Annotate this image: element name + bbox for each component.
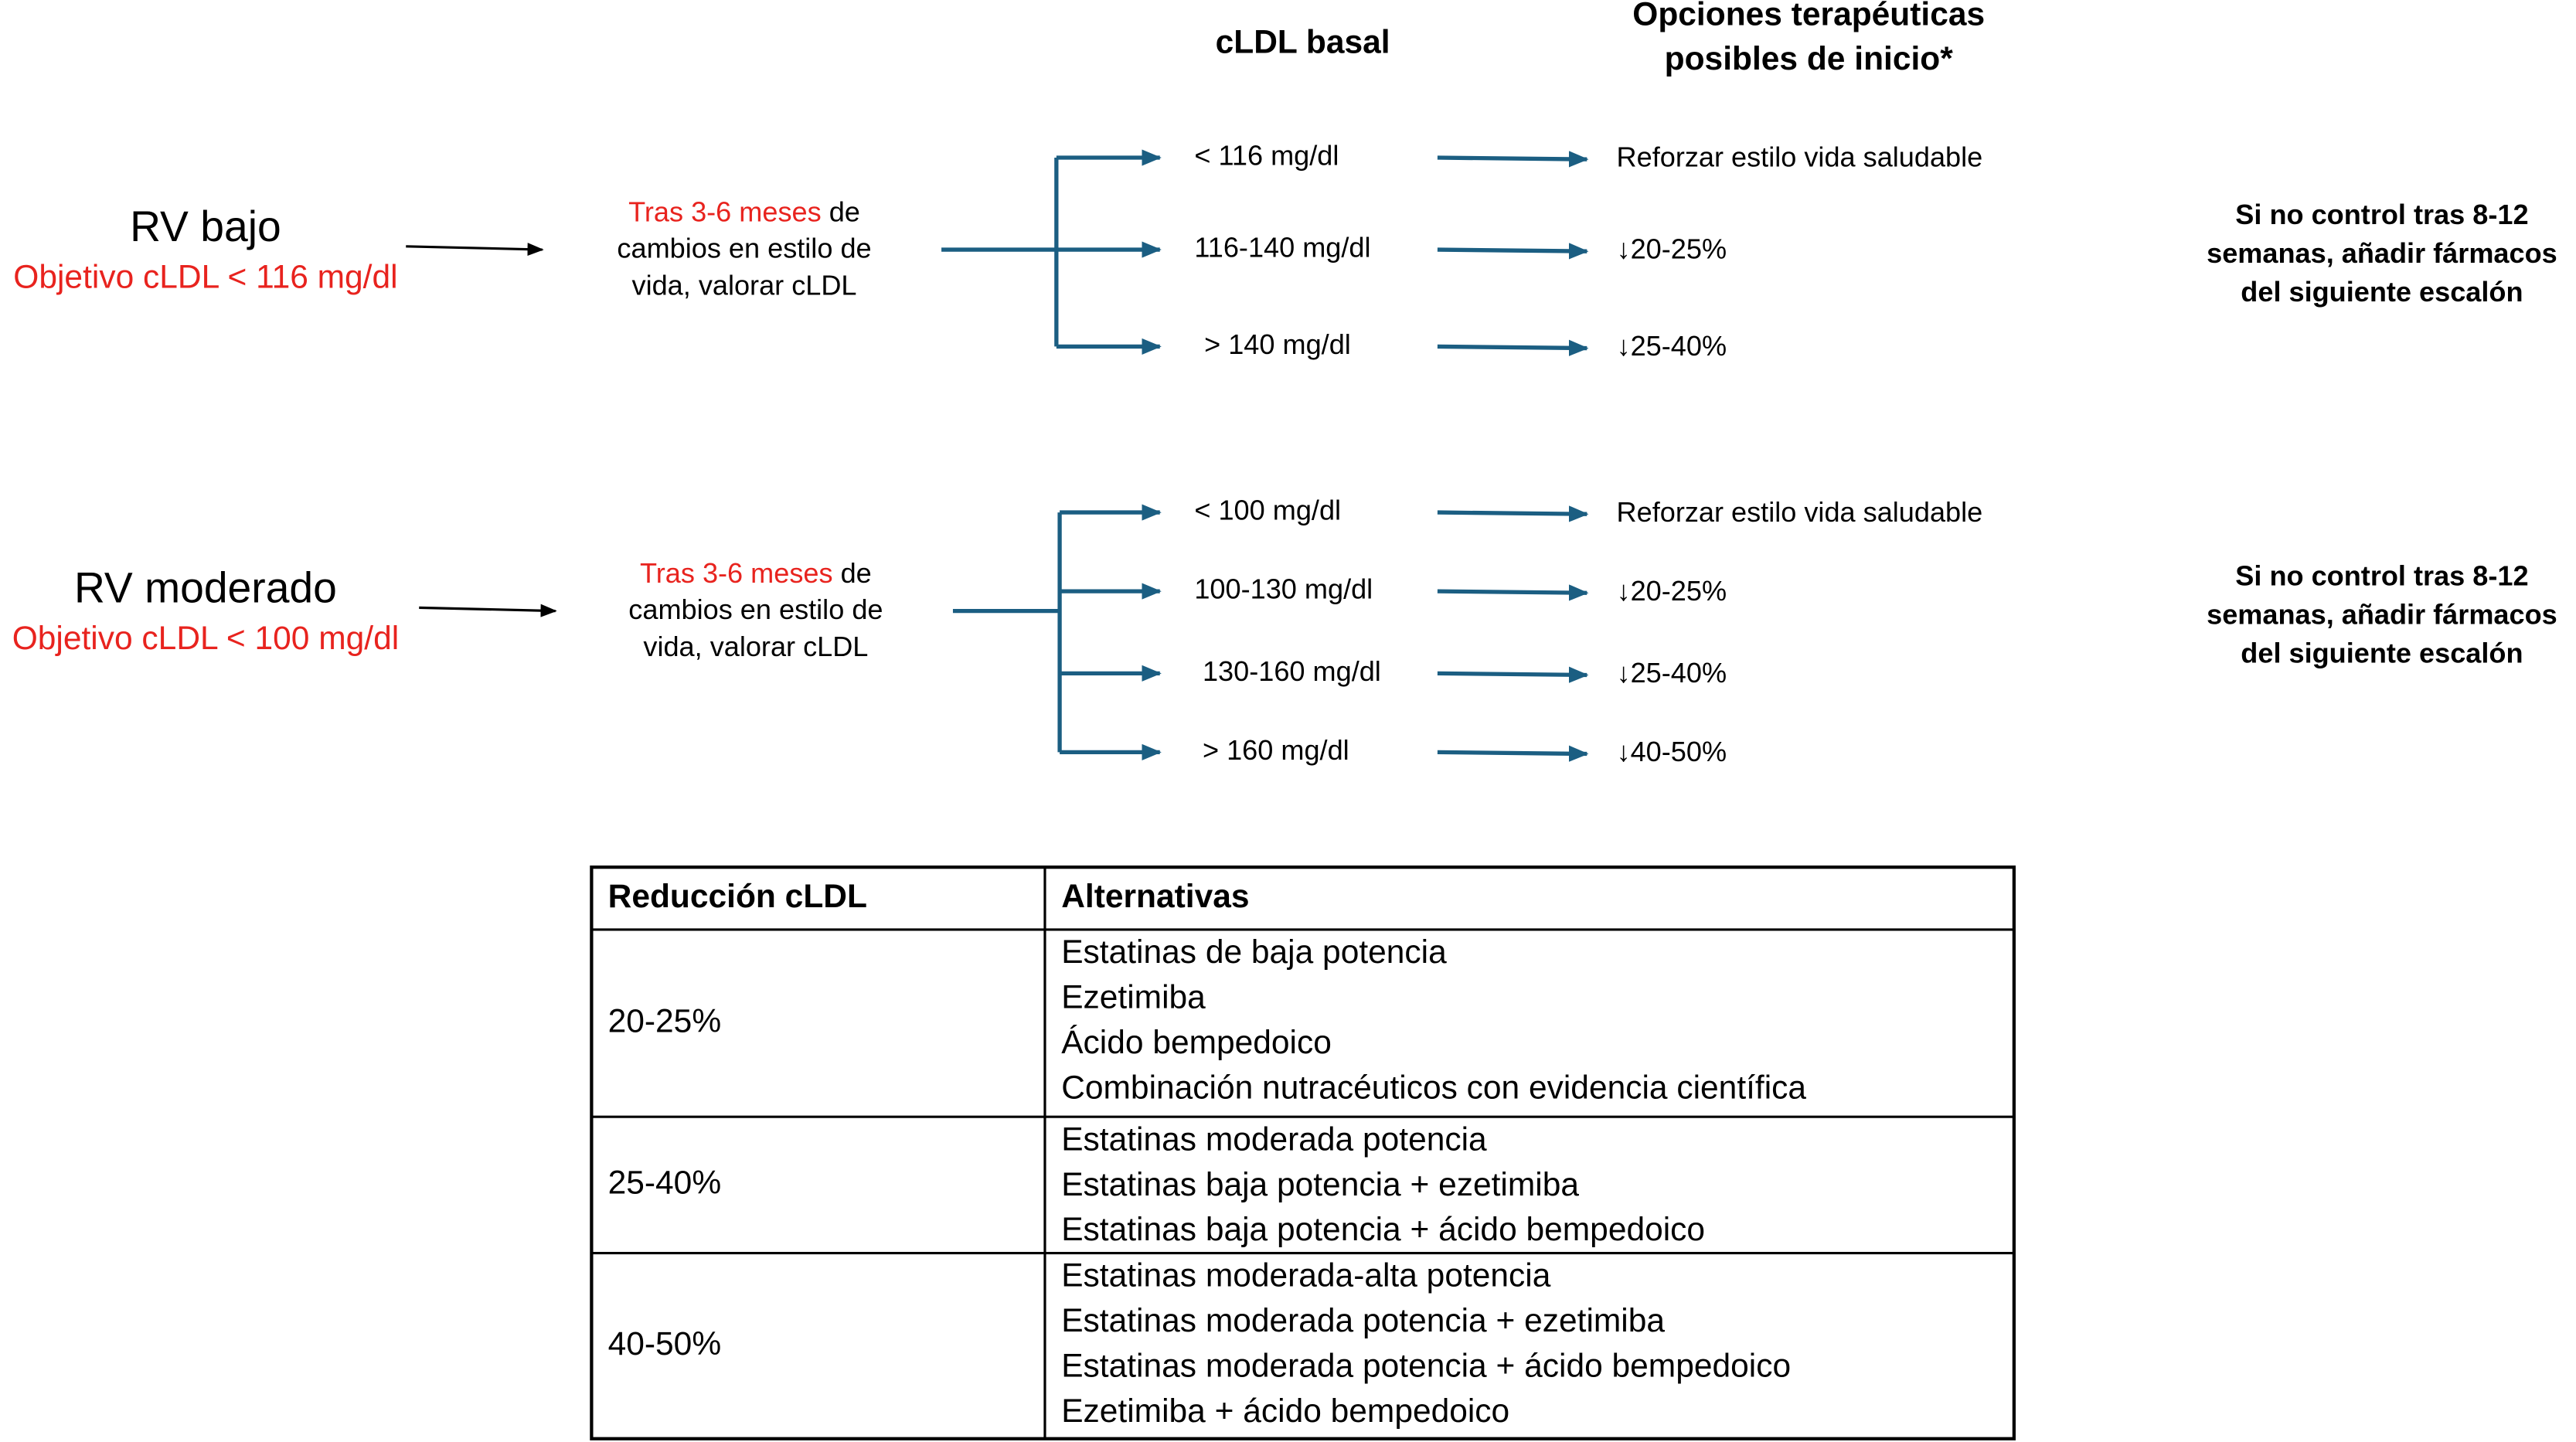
step-highlight: Tras 3-6 meses (628, 196, 822, 227)
alternative: Combinación nutracéuticos con evidencia … (1061, 1070, 1806, 1106)
branch-arrow (1437, 505, 1589, 522)
range: > 160 mg/dl (1203, 734, 1349, 766)
note: semanas, añadir fármacos (2207, 237, 2557, 269)
step-line: cambios en estilo de (628, 593, 883, 625)
objective: Objetivo cLDL < 116 mg/dl (13, 260, 397, 296)
option: Reforzar estilo vida saludable (1617, 141, 1983, 173)
note: Si no control tras 8-12 (2235, 199, 2528, 230)
alternative: Estatinas baja potencia + ezetimiba (1061, 1167, 1579, 1203)
alternative: Ezetimiba (1061, 979, 1206, 1015)
option: ↓25-40% (1617, 330, 1727, 362)
alternative: Estatinas de baja potencia (1061, 934, 1447, 971)
table-border (590, 866, 2016, 1440)
note: del siguiente escalón (2241, 276, 2523, 308)
risk-level: RV moderado (74, 564, 337, 612)
reduction: 40-50% (608, 1326, 722, 1362)
step-line: vida, valorar cLDL (632, 269, 857, 301)
branch-arrow (1437, 584, 1589, 601)
step-line: vida, valorar cLDL (643, 631, 868, 662)
option: ↓20-25% (1617, 233, 1727, 265)
branch-arrow (1437, 151, 1589, 168)
header-baseline: cLDL basal (1216, 25, 1390, 61)
risk-level: RV bajo (130, 202, 281, 250)
range: 100-130 mg/dl (1194, 573, 1373, 605)
branch-arrow (1437, 339, 1589, 356)
alternative: Ácido bempedoico (1061, 1025, 1332, 1061)
step-highlight: Tras 3-6 meses (640, 556, 833, 588)
alternative: Ezetimiba + ácido bempedoico (1061, 1393, 1509, 1430)
range: < 116 mg/dl (1194, 140, 1339, 172)
range: 116-140 mg/dl (1194, 232, 1370, 264)
option: ↓20-25% (1617, 575, 1727, 607)
objective: Objetivo cLDL < 100 mg/dl (12, 621, 399, 657)
branch-arrow (1437, 745, 1589, 762)
header-options: posibles de inicio* (1665, 41, 1954, 77)
reduction: 20-25% (608, 1003, 722, 1039)
step-line: cambios en estilo de (617, 233, 871, 264)
alternative: Estatinas baja potencia + ácido bempedoi… (1061, 1212, 1705, 1248)
step-line: de (833, 556, 872, 588)
alternative: Estatinas moderada potencia + ácido bemp… (1061, 1348, 1791, 1385)
column-header: Reducción cLDL (608, 879, 867, 915)
step-text: Tras 3-6 meses de (640, 556, 872, 588)
note: Si no control tras 8-12 (2235, 560, 2528, 592)
arrow (406, 243, 544, 257)
range: 130-160 mg/dl (1203, 655, 1381, 687)
range: < 100 mg/dl (1194, 495, 1341, 526)
column-header: Alternativas (1061, 879, 1249, 915)
reduction: 25-40% (608, 1165, 722, 1202)
step-line: de (822, 196, 860, 227)
header-options: Opciones terapéuticas (1632, 0, 1985, 32)
note: del siguiente escalón (2241, 638, 2523, 669)
range: > 140 mg/dl (1204, 328, 1351, 360)
note: semanas, añadir fármacos (2207, 599, 2557, 631)
alternative: Estatinas moderada potencia + ezetimiba (1061, 1303, 1665, 1339)
option: Reforzar estilo vida saludable (1617, 496, 1983, 528)
option: ↓25-40% (1617, 657, 1727, 689)
branch-arrow (1437, 666, 1589, 683)
arrow (419, 604, 557, 617)
alternative: Estatinas moderada-alta potencia (1061, 1258, 1551, 1294)
branch-arrow (1437, 243, 1589, 260)
option: ↓40-50% (1617, 736, 1727, 767)
step-text: Tras 3-6 meses de (628, 196, 860, 227)
alternative: Estatinas moderada potencia (1061, 1121, 1487, 1158)
